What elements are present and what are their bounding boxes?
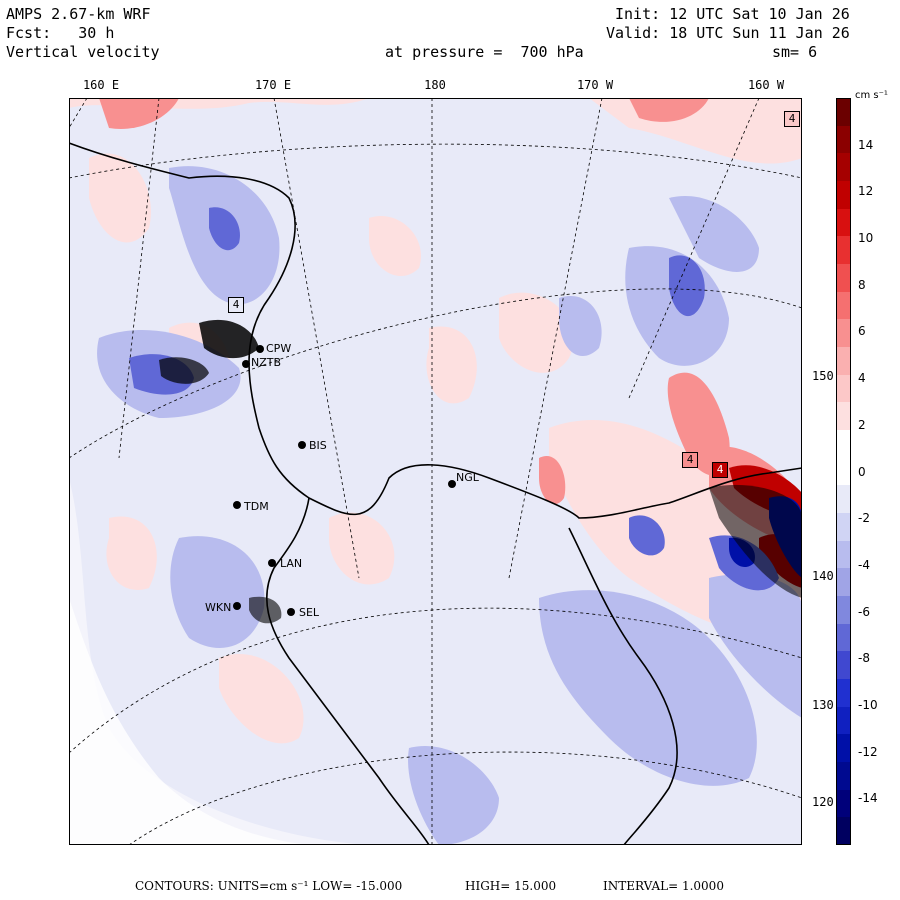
colorbar-tick-label: 2 <box>858 417 866 432</box>
valid-time: Valid: 18 UTC Sun 11 Jan 26 <box>606 24 850 42</box>
colorbar-tick-label: 4 <box>858 371 866 386</box>
colorbar-segment <box>836 430 851 459</box>
colorbar-segment <box>836 513 851 542</box>
station-tdm: TDM <box>244 500 269 513</box>
colorbar-segment <box>836 651 851 680</box>
init-time: Init: 12 UTC Sat 10 Jan 26 <box>615 5 850 23</box>
colorbar-segment <box>836 457 851 486</box>
lon-label-170e: 170 E <box>254 78 292 92</box>
station-cpw: CPW <box>266 342 292 355</box>
colorbar-segment <box>836 98 851 127</box>
colorbar-segment <box>836 789 851 818</box>
colorbar-tick-label: -4 <box>858 557 870 572</box>
colorbar-frame <box>836 98 851 845</box>
map-frame <box>69 98 802 845</box>
lon-label-180: 180 <box>424 78 446 92</box>
colorbar-tick-label: -14 <box>858 791 878 806</box>
colorbar-segment <box>836 485 851 514</box>
box-mark: 4 <box>712 462 728 478</box>
colorbar-segment <box>836 347 851 376</box>
box-mark: 4 <box>682 452 698 468</box>
colorbar-tick-label: 10 <box>858 231 874 246</box>
lon-label-160e: 160 E <box>82 78 120 92</box>
colorbar-tick-label: 8 <box>858 277 866 292</box>
colorbar-tick-label: 12 <box>858 184 874 199</box>
colorbar-tick-label: 0 <box>858 464 866 479</box>
positive-velocity-patches <box>69 98 802 744</box>
colorbar-segment <box>836 762 851 791</box>
field-name: Vertical velocity <box>6 43 160 61</box>
station-wkn: WKN <box>205 601 232 614</box>
colorbar-tick-label: 6 <box>858 324 866 339</box>
colorbar-tick-label: -10 <box>858 697 878 712</box>
colorbar-segment <box>836 291 851 320</box>
colorbar-segment <box>836 568 851 597</box>
lon-label-170w: 170 W <box>576 78 614 92</box>
colorbar-segment <box>836 596 851 625</box>
coastline <box>69 142 802 845</box>
station-dots <box>233 345 456 616</box>
colorbar-segment <box>836 623 851 652</box>
colorbar-tick-label: -12 <box>858 744 878 759</box>
box-mark: 4 <box>228 297 244 313</box>
colorbar-segment <box>836 125 851 154</box>
colorbar-segment <box>836 374 851 403</box>
lon-label-160w: 160 W <box>747 78 785 92</box>
graticule <box>69 98 802 845</box>
white-region <box>69 598 309 845</box>
pressure-level: at pressure = 700 hPa <box>385 43 584 61</box>
colorbar-segment <box>836 540 851 569</box>
model-title: AMPS 2.67-km WRF <box>6 5 151 23</box>
colorbar-segment <box>836 153 851 182</box>
footer-interval: INTERVAL= 1.0000 <box>603 879 724 893</box>
footer-contours: CONTOURS: UNITS=cm s⁻¹ LOW= -15.000 <box>135 879 403 893</box>
colorbar-segment <box>836 236 851 265</box>
colorbar-tick-label: -6 <box>858 604 870 619</box>
colorbar-segment <box>836 264 851 293</box>
colorbar-segment <box>836 208 851 237</box>
colorbar <box>836 98 851 846</box>
smoothing: sm= 6 <box>772 43 818 61</box>
colorbar-segment <box>836 679 851 708</box>
dense-contour-zones <box>159 319 802 624</box>
colorbar-segment <box>836 817 851 846</box>
colorbar-segment <box>836 706 851 735</box>
vertical-velocity-map <box>69 98 802 845</box>
colorbar-segment <box>836 734 851 763</box>
colorbar-unit: cm s⁻¹ <box>855 90 888 101</box>
forecast-hour: Fcst: 30 h <box>6 24 115 42</box>
footer-high: HIGH= 15.000 <box>465 879 557 893</box>
station-bis: BIS <box>309 439 327 452</box>
colorbar-segment <box>836 402 851 431</box>
colorbar-tick-label: -2 <box>858 511 870 526</box>
colorbar-segment <box>836 181 851 210</box>
colorbar-segment <box>836 319 851 348</box>
station-lan: LAN <box>280 557 303 570</box>
station-ngl: NGL <box>456 471 479 484</box>
station-nztb: NZTB <box>251 356 282 369</box>
colorbar-tick-label: -8 <box>858 651 870 666</box>
colorbar-tick-label: 14 <box>858 137 874 152</box>
station-sel: SEL <box>299 606 320 619</box>
box-mark: 4 <box>784 111 800 127</box>
